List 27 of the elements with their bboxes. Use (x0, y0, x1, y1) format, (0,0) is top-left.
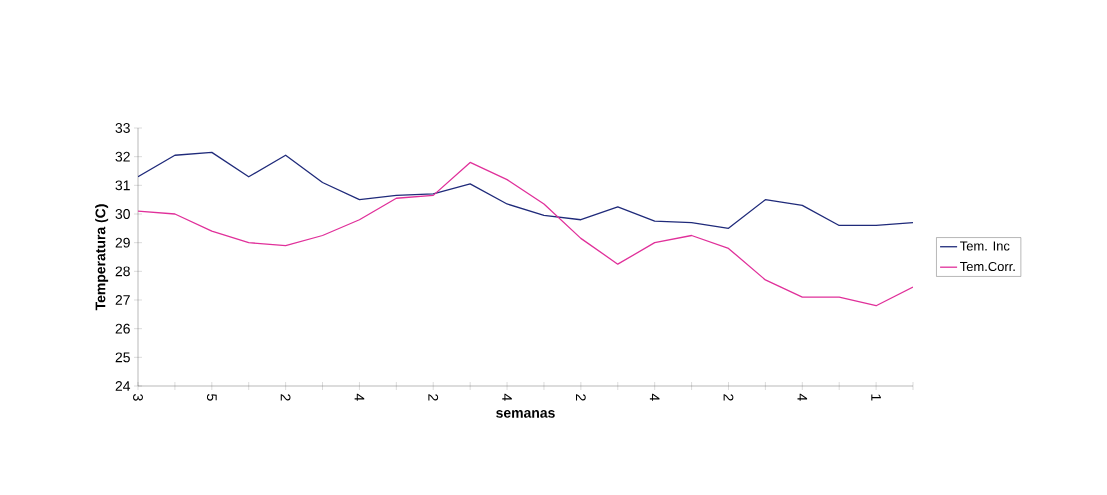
y-tick-label: 27 (115, 295, 130, 305)
y-tick-label: 28 (115, 266, 130, 277)
y-tick-label: 25 (115, 352, 130, 363)
x-tick-label: 2 (280, 394, 291, 401)
line-series (138, 161, 914, 307)
x-tick-label: 2 (428, 394, 439, 401)
y-axis-title: Temperatura (C) (95, 204, 109, 311)
y-tick-label: 33 (115, 123, 130, 133)
x-tick-label: 4 (354, 393, 365, 401)
x-tick-label: 1 (871, 394, 881, 401)
x-tick-label: 5 (206, 394, 217, 401)
y-tick-label: 31 (115, 180, 130, 191)
legend-label: Tem. Inc (960, 241, 1010, 251)
x-axis-title: semanas (496, 410, 555, 418)
y-tick-label: 24 (115, 381, 131, 391)
y-tick-label: 26 (115, 323, 130, 334)
x-tick-label: 3 (133, 394, 143, 401)
x-tick-label: 2 (723, 394, 734, 401)
x-tick-label: 2 (575, 394, 586, 401)
x-tick-label: 4 (797, 393, 808, 401)
line-series (138, 151, 914, 229)
legend-label: Tem.Corr. (960, 261, 1015, 272)
y-tick-label: 30 (115, 209, 130, 219)
y-tick-label: 32 (115, 151, 130, 162)
y-tick-label: 29 (115, 237, 130, 248)
x-tick-label: 4 (502, 393, 512, 401)
x-tick-label: 4 (649, 393, 660, 401)
